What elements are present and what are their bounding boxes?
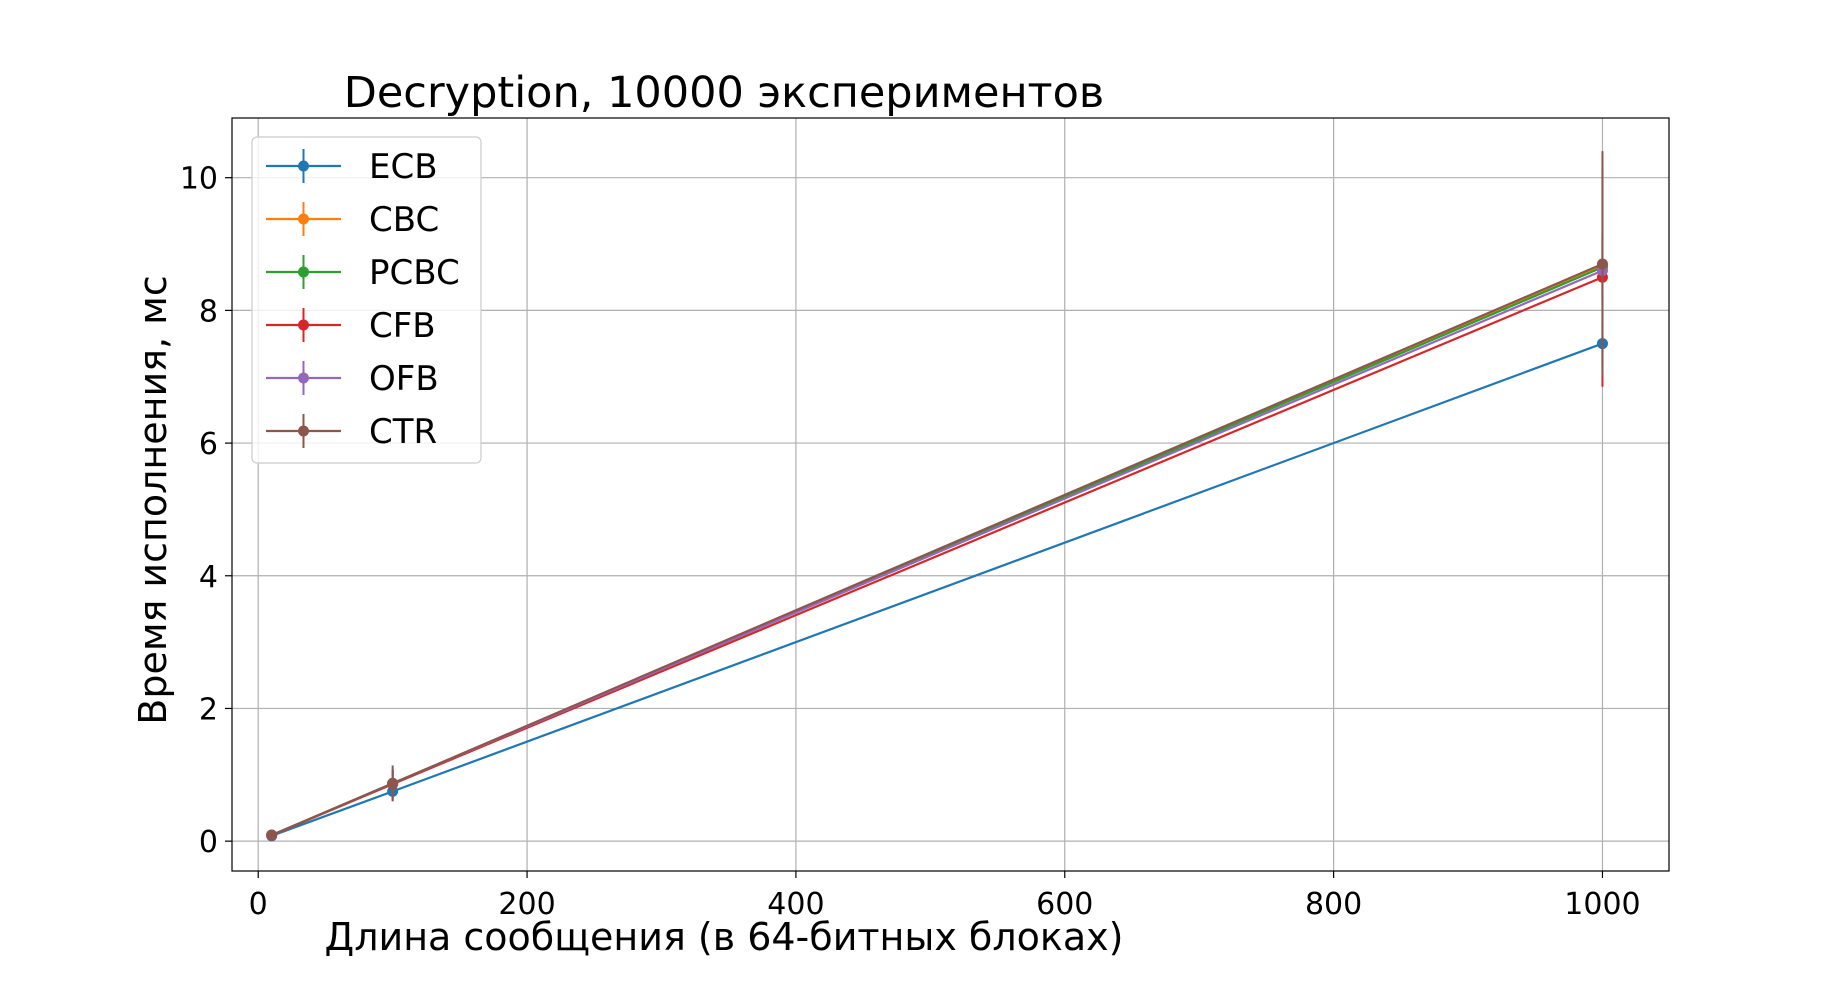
legend-item-cfb: CFB	[266, 306, 436, 346]
y-tick-label: 0	[199, 825, 218, 860]
legend-label-cbc: CBC	[369, 200, 439, 240]
x-tick-label: 400	[767, 887, 824, 922]
series-layer	[266, 151, 1608, 842]
legend-label-ofb: OFB	[369, 359, 439, 399]
y-tick-label: 4	[199, 560, 218, 595]
y-axis-label: Время исполнения, мс	[131, 275, 175, 725]
legend-item-cbc: CBC	[266, 200, 439, 240]
x-tick-label: 200	[498, 887, 555, 922]
chart-title: Decryption, 10000 экспериментов	[344, 68, 1105, 118]
x-tick-label: 1000	[1564, 887, 1640, 922]
plot-frame	[231, 117, 1670, 872]
legend-item-ofb: OFB	[266, 359, 439, 399]
x-tick-label: 0	[249, 887, 268, 922]
legend: ECB CBC PCBC CFB OFB CTR	[251, 136, 482, 464]
x-tick-label: 600	[1036, 887, 1093, 922]
legend-item-ctr: CTR	[266, 412, 437, 452]
legend-label-pcbc: PCBC	[369, 253, 460, 293]
legend-marker-cfb	[298, 319, 309, 331]
legend-marker-pcbc	[298, 266, 309, 278]
series-ctr	[266, 151, 1608, 841]
x-axis-label: Длина сообщения (в 64-битных блоках)	[325, 915, 1124, 959]
x-tick-label: 800	[1305, 887, 1362, 922]
legend-label-ecb: ECB	[369, 147, 438, 187]
legend-label-ctr: CTR	[369, 412, 437, 452]
legend-label-cfb: CFB	[369, 306, 436, 346]
data-point-ctr	[387, 777, 399, 789]
y-axis-ticks: 0 2 4 6 8 10	[180, 162, 232, 860]
data-point-ctr	[1596, 258, 1608, 270]
legend-marker-cbc	[298, 213, 309, 225]
y-tick-label: 2	[199, 692, 218, 727]
x-axis-ticks: 0 200 400 600 800 1000	[249, 871, 1641, 922]
y-tick-label: 6	[199, 427, 218, 462]
legend-marker-ctr	[298, 425, 309, 437]
legend-marker-ofb	[298, 372, 309, 384]
legend-marker-ecb	[298, 160, 309, 172]
legend-item-pcbc: PCBC	[266, 253, 460, 293]
y-tick-label: 10	[180, 162, 218, 197]
legend-item-ecb: ECB	[266, 147, 438, 187]
legend-box	[251, 136, 482, 464]
data-point-ctr	[266, 829, 278, 841]
y-tick-label: 8	[199, 294, 218, 329]
